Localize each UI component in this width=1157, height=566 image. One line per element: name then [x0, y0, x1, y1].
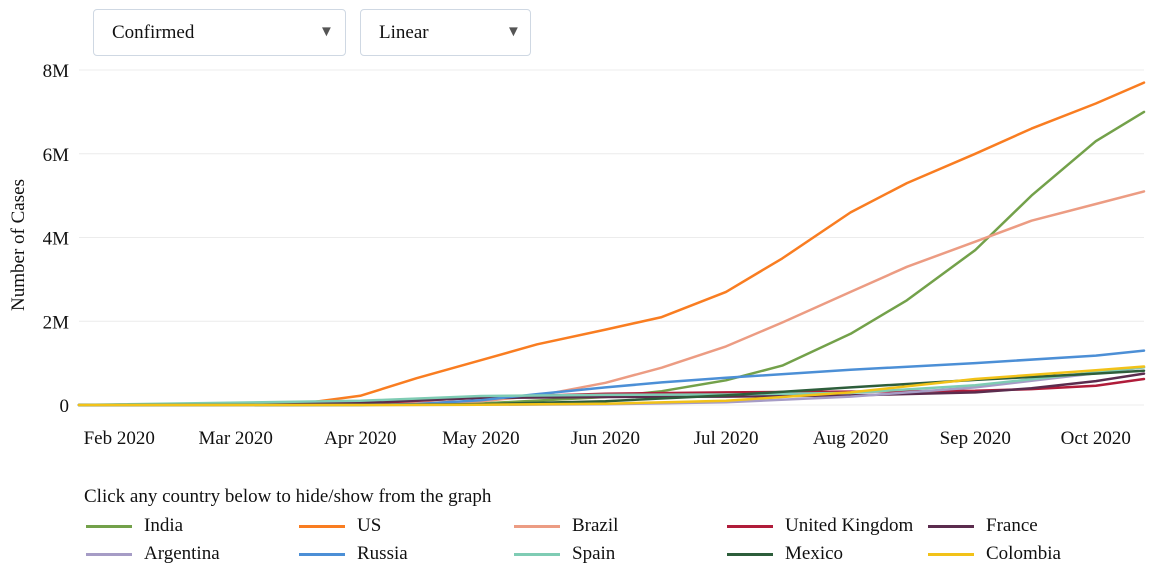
x-tick-label: Sep 2020	[940, 428, 1011, 449]
legend-swatch	[928, 525, 974, 528]
legend-swatch	[299, 553, 345, 556]
legend-swatch	[299, 525, 345, 528]
legend-swatch	[514, 525, 560, 528]
series-line-us	[77, 81, 1146, 407]
y-tick-label: 2M	[43, 312, 70, 333]
legend-label: Colombia	[986, 543, 1061, 564]
y-tick-label: 0	[60, 396, 70, 417]
y-tick-label: 4M	[43, 229, 70, 250]
legend-swatch	[727, 525, 773, 528]
x-tick-label: Aug 2020	[813, 428, 888, 449]
x-tick-label: Mar 2020	[199, 428, 273, 449]
legend-swatch	[86, 525, 132, 528]
y-tick-label: 8M	[43, 61, 70, 82]
line-chart: 0 2M 4M 6M 8M Feb 2020 Mar 2020 Apr 2020 May 20…	[8, 61, 1146, 449]
legend-swatch	[727, 553, 773, 556]
x-tick-label: Jun 2020	[571, 428, 640, 449]
x-tick-label: Apr 2020	[324, 428, 396, 449]
series-lines	[77, 81, 1146, 407]
scale-dropdown-value: Linear	[379, 22, 429, 43]
legend-swatch	[928, 553, 974, 556]
legend-label: France	[986, 515, 1038, 536]
x-tick-label: Feb 2020	[84, 428, 155, 449]
legend-label: United Kingdom	[785, 515, 914, 536]
metric-dropdown[interactable]: Confirmed ▼	[93, 9, 346, 56]
x-axis-ticks: Feb 2020 Mar 2020 Apr 2020 May 2020 Jun 2020…	[84, 428, 1131, 449]
legend-label: Brazil	[572, 515, 619, 536]
scale-dropdown[interactable]: Linear ▼	[360, 9, 531, 56]
x-tick-label: Jul 2020	[694, 428, 759, 449]
y-axis-label: Number of Cases	[8, 179, 29, 311]
x-tick-label: Oct 2020	[1061, 428, 1131, 449]
legend-label: India	[144, 515, 184, 536]
legend-swatch	[86, 553, 132, 556]
y-tick-label: 6M	[43, 145, 70, 166]
legend-label: Spain	[572, 543, 616, 564]
series-line-colombia	[77, 365, 1146, 407]
legend-label: Russia	[357, 543, 408, 564]
legend-title: Click any country below to hide/show fro…	[84, 486, 492, 507]
legend-label: US	[357, 515, 382, 536]
chevron-down-icon: ▼	[319, 24, 334, 40]
y-axis-ticks: 0 2M 4M 6M 8M	[43, 61, 70, 417]
legend-swatch	[514, 553, 560, 556]
legend-label: Argentina	[144, 543, 220, 564]
metric-dropdown-value: Confirmed	[112, 22, 195, 43]
series-line-brazil	[77, 190, 1146, 407]
x-tick-label: May 2020	[442, 428, 520, 449]
chevron-down-icon: ▼	[506, 24, 521, 40]
series-line-india	[77, 110, 1146, 407]
legend-label: Mexico	[785, 543, 844, 564]
